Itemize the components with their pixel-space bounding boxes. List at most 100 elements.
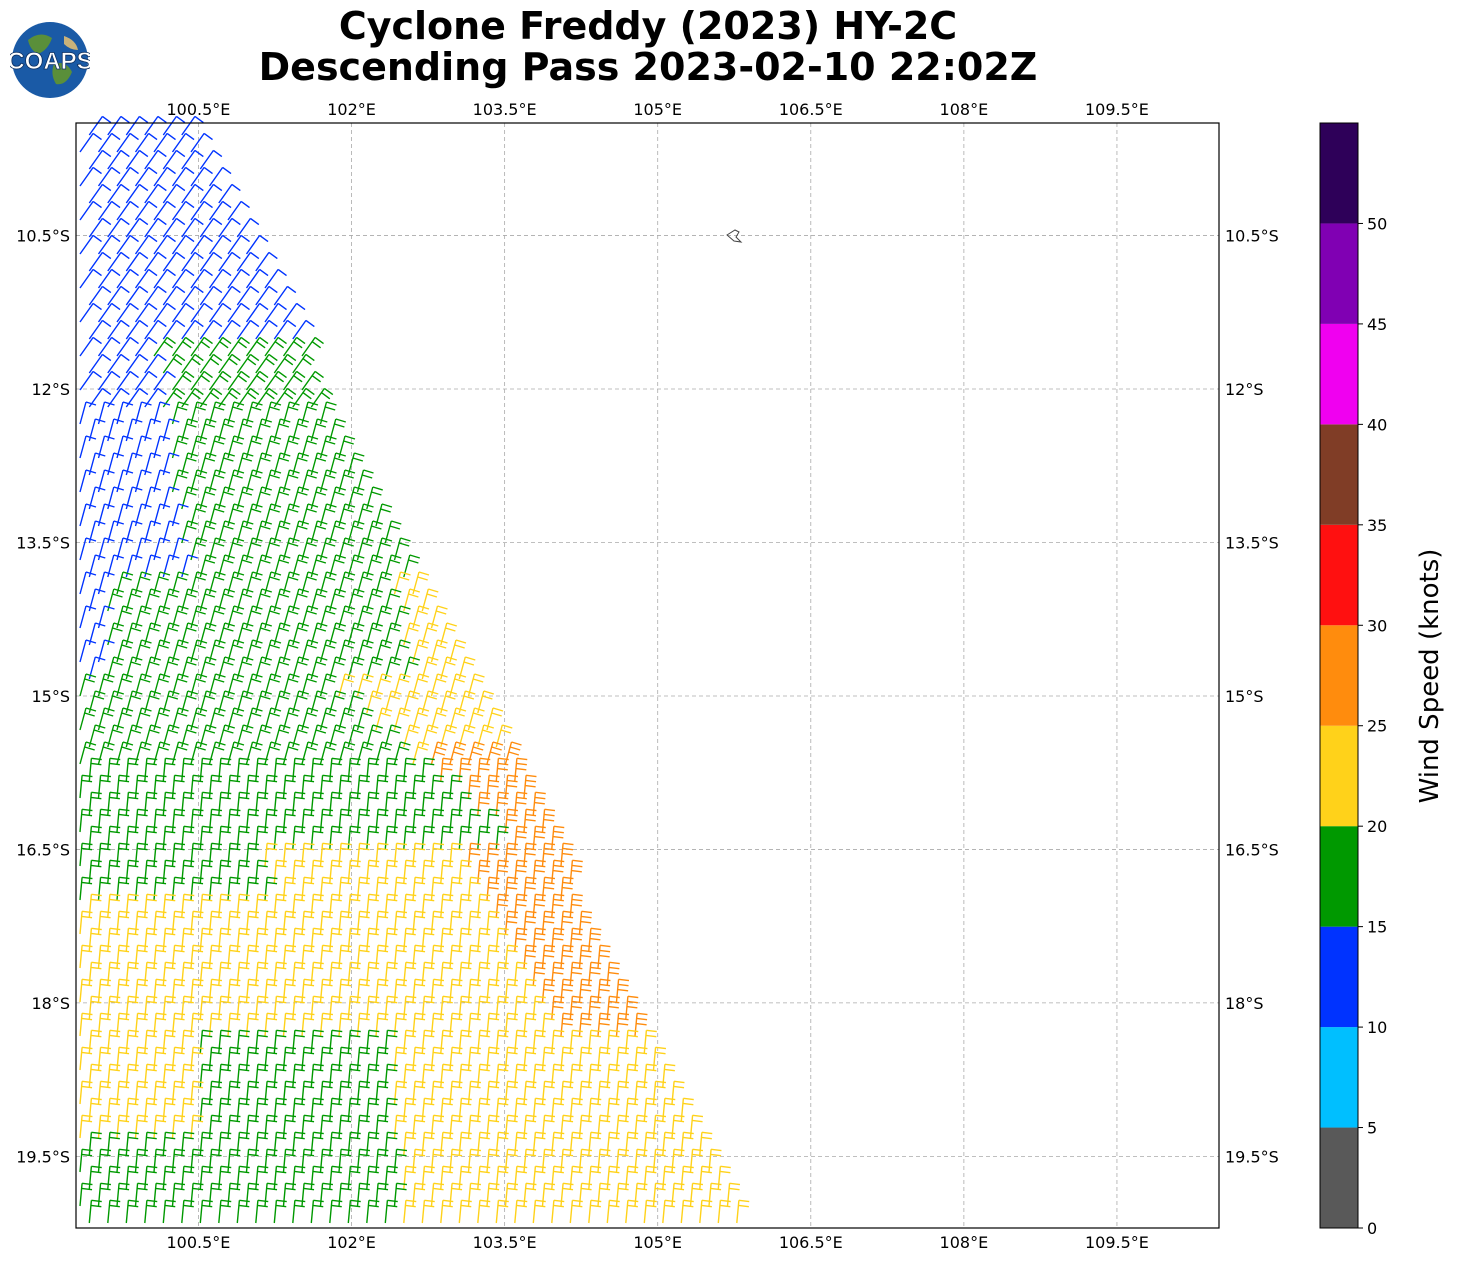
wind-barb: [532, 995, 546, 1020]
wind-barb: [625, 1165, 639, 1190]
wind-barb: [393, 1148, 408, 1173]
wind-barb: [347, 825, 361, 850]
wind-barb: [366, 961, 380, 986]
wind-barb: [421, 1131, 435, 1156]
wind-barb: [236, 825, 250, 850]
wind-barb: [403, 961, 417, 986]
wind-barb: [366, 1097, 380, 1122]
wind-barb: [273, 1131, 287, 1156]
wind-barb: [181, 217, 204, 238]
wind-barb: [88, 1063, 102, 1088]
wind-barb: [329, 961, 343, 986]
wind-barb: [208, 1012, 223, 1037]
wind-barb: [97, 200, 121, 221]
wind-barb: [477, 961, 491, 986]
wind-barb: [144, 1165, 158, 1190]
wind-barb: [208, 336, 232, 357]
wind-barb: [199, 183, 223, 204]
wind-barb: [532, 859, 546, 884]
wind-barb: [680, 1165, 694, 1190]
wind-barb: [338, 910, 352, 935]
wind-barb: [97, 336, 121, 357]
wind-barb: [301, 944, 315, 969]
wind-barb: [171, 910, 186, 935]
wind-barb: [153, 774, 167, 799]
wind-barb: [523, 1182, 537, 1207]
wind-barb: [171, 808, 186, 833]
wind-barb: [430, 808, 445, 833]
wind-barb: [430, 876, 445, 901]
wind-barb: [144, 893, 158, 918]
wind-barb: [208, 842, 223, 867]
wind-barb: [301, 808, 315, 833]
wind-barb: [403, 1199, 417, 1224]
wind-barb: [689, 1182, 704, 1207]
wind-barb: [134, 268, 158, 289]
wind-barb: [292, 757, 306, 782]
wind-barb: [366, 1029, 380, 1054]
wind-barb: [421, 1165, 435, 1190]
wind-barb: [393, 1114, 408, 1139]
wind-barb: [532, 1165, 546, 1190]
wind-barb: [671, 1182, 685, 1207]
lat-label-right-2: 13.5°S: [1225, 533, 1279, 552]
wind-barb: [319, 808, 334, 833]
wind-barb: [107, 1131, 121, 1156]
wind-barb: [403, 995, 417, 1020]
wind-barb: [375, 876, 389, 901]
lat-label-left-5: 18°S: [31, 994, 70, 1013]
wind-barb: [319, 944, 334, 969]
wind-barb: [88, 825, 102, 850]
wind-barb: [236, 927, 250, 952]
wind-barb: [412, 876, 426, 901]
wind-barb: [236, 1131, 250, 1156]
wind-barb: [208, 1114, 223, 1139]
wind-barb: [107, 893, 121, 918]
wind-barb: [643, 1097, 657, 1122]
wind-barb: [125, 387, 149, 408]
wind-barb: [625, 1029, 639, 1054]
wind-barb: [97, 808, 112, 833]
wind-barb: [652, 1148, 667, 1173]
colorbar-tick-1: 5: [1367, 1119, 1377, 1138]
wind-barb: [449, 1012, 463, 1037]
wind-barb: [181, 893, 195, 918]
colorbar-label: Wind Speed (knots): [1415, 549, 1445, 804]
wind-barb: [560, 842, 574, 867]
wind-barb: [107, 757, 121, 782]
wind-barb: [190, 234, 213, 255]
wind-barb: [560, 910, 574, 935]
wind-barb: [403, 1029, 417, 1054]
wind-barb: [569, 1165, 583, 1190]
wind-barb: [162, 893, 176, 918]
wind-barb: [208, 944, 223, 969]
wind-barb: [79, 774, 93, 799]
wind-barb: [514, 1097, 528, 1122]
wind-barb: [504, 842, 519, 867]
wind-barb: [227, 808, 241, 833]
wind-barb: [171, 741, 189, 765]
colorbar-bin-2: [1320, 926, 1358, 1028]
wind-barb: [615, 1046, 630, 1071]
wind-barb: [273, 825, 287, 850]
wind-barb: [264, 1046, 278, 1071]
wind-barb: [625, 1097, 639, 1122]
wind-barb: [79, 944, 93, 969]
wind-barb: [597, 1046, 611, 1071]
wind-barb: [523, 1012, 537, 1037]
wind-barb: [310, 1063, 324, 1088]
wind-barb: [227, 1046, 241, 1071]
wind-barb: [541, 944, 556, 969]
wind-barb: [403, 757, 417, 782]
wind-barb: [699, 1165, 713, 1190]
wind-barb: [88, 251, 112, 272]
wind-barb: [88, 1165, 102, 1190]
wind-barb: [356, 842, 371, 867]
wind-barb: [107, 1029, 121, 1054]
wind-barb: [264, 1114, 278, 1139]
wind-barb: [218, 183, 241, 204]
title-line-2: Descending Pass 2023-02-10 22:02Z: [258, 45, 1038, 89]
lon-label-top-1: 102°E: [327, 100, 376, 119]
wind-barb: [264, 741, 282, 765]
